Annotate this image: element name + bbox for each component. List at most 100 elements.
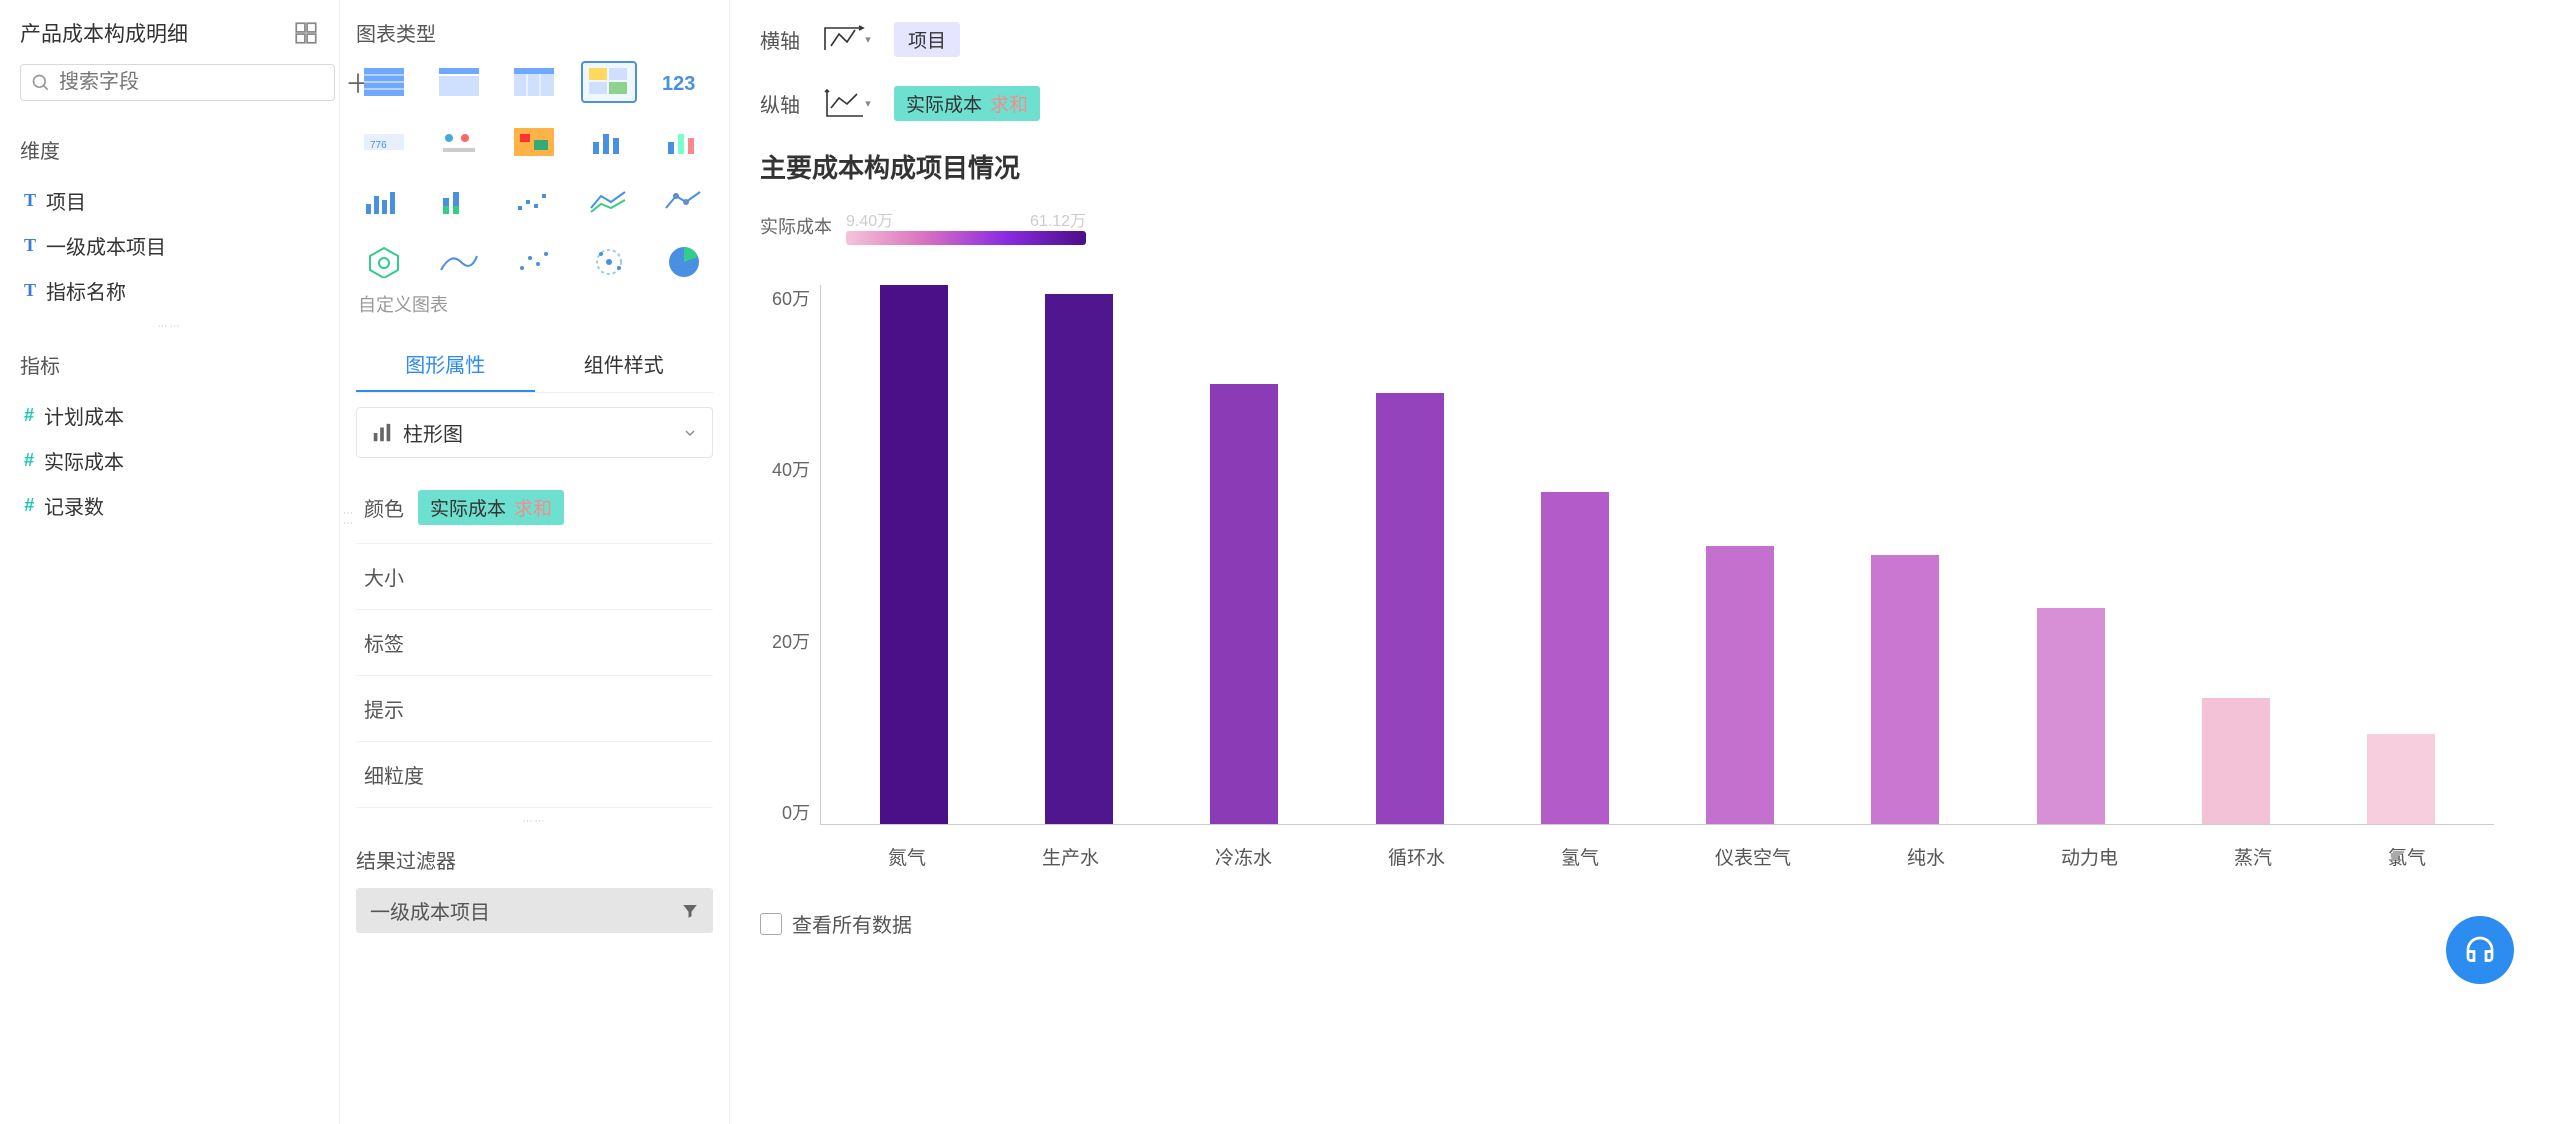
view-all-checkbox[interactable]: [760, 913, 782, 935]
chart-bar[interactable]: [1871, 555, 1939, 825]
chart-type-option[interactable]: 123: [656, 61, 712, 103]
bar-chart: 60万40万20万0万 氮气生产水冷冻水循环水氢气仪表空气纯水动力电蒸汽氯气: [820, 285, 2494, 885]
tab-graphic-props[interactable]: 图形属性: [356, 337, 535, 392]
chart-type-option[interactable]: [356, 61, 412, 103]
color-field-pill[interactable]: 实际成本 求和: [418, 490, 564, 525]
chart-type-option[interactable]: [656, 121, 712, 163]
x-tick: 冷冻水: [1215, 843, 1272, 870]
gradient-max: 61.12万: [1030, 207, 1086, 231]
y-tick: 20万: [772, 628, 810, 654]
prop-color[interactable]: 颜色 实际成本 求和: [356, 472, 713, 544]
number-type-icon: #: [24, 405, 34, 426]
x-tick: 纯水: [1907, 843, 1945, 870]
y-field-pill[interactable]: 实际成本 求和: [894, 86, 1040, 121]
chart-type-option[interactable]: [656, 181, 712, 223]
gradient-legend: 实际成本 9.40万 61.12万: [760, 207, 2514, 245]
y-axis-type-icon[interactable]: ▾: [820, 84, 874, 122]
measure-field[interactable]: #计划成本: [20, 393, 319, 438]
tab-component-style[interactable]: 组件样式: [535, 337, 714, 392]
chart-type-option[interactable]: [356, 241, 412, 283]
dimension-field[interactable]: T指标名称: [20, 268, 319, 313]
chart-type-option[interactable]: [581, 241, 637, 283]
chart-type-option[interactable]: [431, 241, 487, 283]
x-tick: 仪表空气: [1715, 843, 1791, 870]
y-tick: 60万: [772, 285, 810, 311]
chart-kind-select[interactable]: 柱形图: [356, 407, 713, 458]
chart-type-option[interactable]: [581, 181, 637, 223]
chart-type-option[interactable]: [506, 61, 562, 103]
filter-icon: [681, 902, 699, 920]
chart-bar[interactable]: [2367, 734, 2435, 824]
number-type-icon: #: [24, 450, 34, 471]
dimension-field[interactable]: T项目: [20, 178, 319, 223]
drag-handle[interactable]: ⋯⋯: [20, 321, 319, 332]
measures-heading: 指标: [20, 350, 319, 379]
x-tick: 动力电: [2061, 843, 2118, 870]
chart-bar[interactable]: [880, 285, 948, 824]
x-tick: 循环水: [1388, 843, 1445, 870]
canvas-panel: 横轴 ▾ 项目 纵轴 ▾ 实际成本 求和 主要成本构成项目情况 实际成本 9.4…: [730, 0, 2554, 1124]
chart-type-option[interactable]: [581, 61, 637, 103]
chart-bar[interactable]: [1706, 546, 1774, 824]
chart-type-option[interactable]: [431, 181, 487, 223]
prop-size[interactable]: 大小: [356, 544, 713, 610]
x-tick: 蒸汽: [2234, 843, 2272, 870]
gradient-min: 9.40万: [846, 207, 893, 231]
gradient-bar: [846, 231, 1086, 245]
chart-type-option[interactable]: [431, 61, 487, 103]
x-axis-config: 横轴 ▾ 项目: [760, 20, 2514, 58]
headset-icon: [2462, 932, 2498, 968]
switch-dataset-icon[interactable]: [293, 20, 319, 46]
search-input[interactable]: [59, 71, 324, 94]
chart-kind-label: 柱形图: [403, 418, 463, 447]
chart-type-option[interactable]: [506, 181, 562, 223]
legend-label: 实际成本: [760, 213, 832, 239]
y-axis-config: 纵轴 ▾ 实际成本 求和: [760, 84, 2514, 122]
chart-types-heading: 图表类型: [356, 18, 713, 47]
chart-type-option[interactable]: [656, 241, 712, 283]
fields-panel: 产品成本构成明细 ＋ 维度 T项目T一级成本项目T指标名称 ⋯⋯ 指标 #计划成…: [0, 0, 340, 1124]
measure-field[interactable]: #实际成本: [20, 438, 319, 483]
svg-text:776: 776: [370, 140, 387, 151]
prop-color-label: 颜色: [364, 493, 404, 522]
bar-chart-icon: [371, 422, 393, 444]
dimension-field[interactable]: T一级成本项目: [20, 223, 319, 268]
measure-field[interactable]: #记录数: [20, 483, 319, 528]
view-all-data[interactable]: 查看所有数据: [760, 909, 2514, 938]
chart-type-option[interactable]: [431, 121, 487, 163]
y-axis-label: 纵轴: [760, 89, 800, 118]
help-button[interactable]: [2446, 916, 2514, 984]
prop-label[interactable]: 标签: [356, 610, 713, 676]
chart-bar[interactable]: [1376, 393, 1444, 824]
chart-bar[interactable]: [1541, 492, 1609, 824]
text-type-icon: T: [24, 280, 36, 301]
search-input-wrapper[interactable]: [20, 64, 335, 101]
x-axis-label: 横轴: [760, 25, 800, 54]
prop-tooltip[interactable]: 提示: [356, 676, 713, 742]
x-field-pill[interactable]: 项目: [894, 22, 960, 57]
chart-title: 主要成本构成项目情况: [760, 148, 2514, 185]
chart-type-grid: 123 776: [356, 61, 713, 283]
chart-type-option[interactable]: [356, 181, 412, 223]
custom-chart-label: 自定义图表: [358, 291, 713, 317]
chart-bar[interactable]: [2037, 608, 2105, 824]
chart-bar[interactable]: [2202, 698, 2270, 824]
prop-granularity[interactable]: 细粒度: [356, 742, 713, 808]
svg-text:123: 123: [662, 73, 695, 95]
config-panel: 图表类型 123776 自定义图表 图形属性 组件样式 柱形图 ⋮⋮ 颜色 实际…: [340, 0, 730, 1124]
x-axis-type-icon[interactable]: ▾: [820, 20, 874, 58]
chart-type-option[interactable]: [506, 121, 562, 163]
dimensions-heading: 维度: [20, 135, 319, 164]
chart-plot: [820, 285, 2494, 825]
number-type-icon: #: [24, 495, 34, 516]
x-tick: 氯气: [2388, 843, 2426, 870]
chart-type-option[interactable]: [506, 241, 562, 283]
chart-type-option[interactable]: 776: [356, 121, 412, 163]
chart-bar[interactable]: [1045, 294, 1113, 824]
chart-type-option[interactable]: [581, 121, 637, 163]
view-all-label: 查看所有数据: [792, 909, 912, 938]
x-tick: 氮气: [888, 843, 926, 870]
chart-bar[interactable]: [1210, 384, 1278, 824]
filter-pill[interactable]: 一级成本项目: [356, 888, 713, 933]
drag-handle[interactable]: ⋯⋯: [356, 816, 713, 827]
